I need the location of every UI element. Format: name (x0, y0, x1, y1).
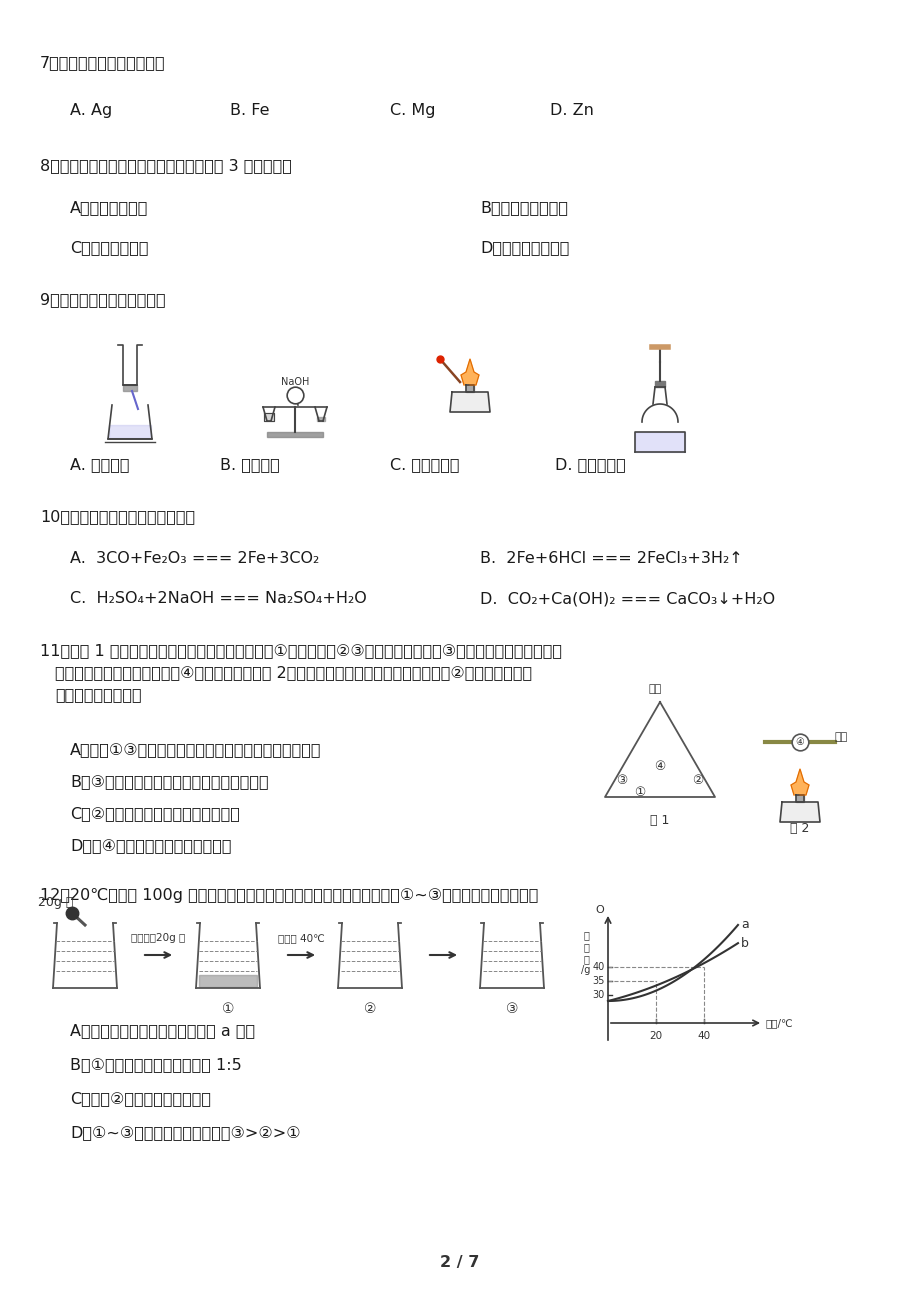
Text: 继续加入20g 甲: 继续加入20g 甲 (130, 934, 185, 943)
Text: 10．下列化学方程式书写正确的是: 10．下列化学方程式书写正确的是 (40, 509, 195, 523)
Text: B. Fe: B. Fe (230, 103, 269, 118)
Text: 铜片: 铜片 (648, 684, 661, 694)
Polygon shape (267, 432, 323, 437)
Text: ①: ① (634, 785, 645, 798)
Text: 升温至 40℃: 升温至 40℃ (278, 934, 324, 943)
Text: B.  2Fe+6HCl === 2FeCl₃+3H₂↑: B. 2Fe+6HCl === 2FeCl₃+3H₂↑ (480, 551, 742, 566)
Text: NaOH: NaOH (280, 378, 309, 387)
Text: ②: ② (692, 773, 703, 786)
Polygon shape (654, 381, 664, 387)
Text: A. 倾倒液体: A. 倾倒液体 (70, 457, 130, 473)
Text: 图 1: 图 1 (650, 814, 669, 827)
Text: 用酒精灯从铜片下方对准中心④处进行加热（如图 2，夹持仪器略去），一段时间后，只有②处火柴头燃烧。: 用酒精灯从铜片下方对准中心④处进行加热（如图 2，夹持仪器略去），一段时间后，只… (55, 665, 531, 680)
Text: A．甲的溶解度曲线可用右图中的 a 表示: A．甲的溶解度曲线可用右图中的 a 表示 (70, 1023, 255, 1038)
Text: 图 2: 图 2 (789, 822, 809, 835)
Text: ④: ④ (653, 760, 665, 773)
Text: B．倒入澄清石灰水: B．倒入澄清石灰水 (480, 201, 567, 215)
Text: D.  CO₂+Ca(OH)₂ === CaCO₃↓+H₂O: D. CO₂+Ca(OH)₂ === CaCO₃↓+H₂O (480, 591, 775, 605)
Polygon shape (449, 392, 490, 411)
Polygon shape (317, 417, 324, 421)
Text: ④: ④ (795, 737, 803, 747)
Text: 溶
解
度
/g: 溶 解 度 /g (581, 931, 590, 975)
Text: b: b (740, 936, 748, 949)
Text: ②: ② (363, 1003, 376, 1016)
Text: 铜片: 铜片 (834, 732, 847, 742)
Text: 2 / 7: 2 / 7 (440, 1255, 479, 1269)
Polygon shape (634, 432, 685, 452)
Text: C．只有②中的溶液为饱和溶液: C．只有②中的溶液为饱和溶液 (70, 1091, 210, 1105)
Text: A．观察气体颜色: A．观察气体颜色 (70, 201, 148, 215)
Text: ①: ① (221, 1003, 234, 1016)
Text: 11．右图 1 为探究可燃物燃烧条件的俯视示意图。①处为木炭，②③处为火柴头（其中③处火柴头用细沙盖住）。: 11．右图 1 为探究可燃物燃烧条件的俯视示意图。①处为木炭，②③处为火柴头（其… (40, 643, 562, 658)
Text: B．③处火柴头不燃烧是因为没有与氧气接触: B．③处火柴头不燃烧是因为没有与氧气接触 (70, 773, 268, 789)
Polygon shape (264, 413, 274, 421)
Text: 7．下列金属活动性最强的是: 7．下列金属活动性最强的是 (40, 55, 165, 70)
Polygon shape (123, 385, 137, 391)
Text: 40: 40 (592, 962, 605, 973)
Text: 12．20℃时，向 100g 水中不断加入固体甲或改变温度，得到相应的溶液①~③。下列说法不正确的是: 12．20℃时，向 100g 水中不断加入固体甲或改变温度，得到相应的溶液①~③… (40, 888, 538, 904)
Polygon shape (779, 802, 819, 822)
Text: 9．下列实验操作不正确的是: 9．下列实验操作不正确的是 (40, 292, 165, 307)
Text: D．①~③中溶液的溶质质量分数③>②>①: D．①~③中溶液的溶质质量分数③>②>① (70, 1125, 301, 1141)
Text: 35: 35 (592, 976, 605, 986)
Text: C. 点燃酒精灯: C. 点燃酒精灯 (390, 457, 459, 473)
Polygon shape (466, 385, 473, 392)
Text: 40: 40 (697, 1031, 709, 1042)
Polygon shape (199, 975, 256, 987)
Text: C. Mg: C. Mg (390, 103, 435, 118)
Text: D. 检查气密性: D. 检查气密性 (554, 457, 625, 473)
Polygon shape (108, 424, 151, 437)
Text: C.  H₂SO₄+2NaOH === Na₂SO₄+H₂O: C. H₂SO₄+2NaOH === Na₂SO₄+H₂O (70, 591, 367, 605)
Polygon shape (790, 769, 808, 796)
Text: 下列说法不正确的是: 下列说法不正确的是 (55, 687, 142, 702)
Text: A.  3CO+Fe₂O₃ === 2Fe+3CO₂: A. 3CO+Fe₂O₃ === 2Fe+3CO₂ (70, 551, 319, 566)
Text: D．在④处加热体现了控制变量思想: D．在④处加热体现了控制变量思想 (70, 838, 232, 853)
Text: ③: ③ (505, 1003, 517, 1016)
Text: B．①中溶质与溶剂的质量比为 1:5: B．①中溶质与溶剂的质量比为 1:5 (70, 1057, 242, 1072)
Text: D. Zn: D. Zn (550, 103, 594, 118)
Text: 温度/℃: 温度/℃ (766, 1018, 793, 1029)
Text: B. 称量固体: B. 称量固体 (220, 457, 279, 473)
Text: A．对比①③处现象证明可燃物燃烧需要温度达到着火点: A．对比①③处现象证明可燃物燃烧需要温度达到着火点 (70, 742, 321, 756)
Text: C．闻气体的气味: C．闻气体的气味 (70, 240, 148, 255)
Text: a: a (740, 918, 748, 931)
Text: C．②处火柴头燃烧说明铜具有导热性: C．②处火柴头燃烧说明铜具有导热性 (70, 806, 240, 822)
Polygon shape (460, 359, 479, 385)
Text: O: O (595, 905, 604, 915)
Text: A. Ag: A. Ag (70, 103, 112, 118)
Text: 20: 20 (649, 1031, 662, 1042)
Text: D．插入燃着的木条: D．插入燃着的木条 (480, 240, 569, 255)
Text: 30: 30 (592, 990, 605, 1000)
Text: 20g 甲: 20g 甲 (38, 896, 74, 909)
Text: ③: ③ (616, 773, 627, 786)
Text: 8．下列方法能鉴别空气、氧气和二氧化碳 3 瓶气体的是: 8．下列方法能鉴别空气、氧气和二氧化碳 3 瓶气体的是 (40, 158, 291, 173)
Polygon shape (795, 796, 803, 802)
